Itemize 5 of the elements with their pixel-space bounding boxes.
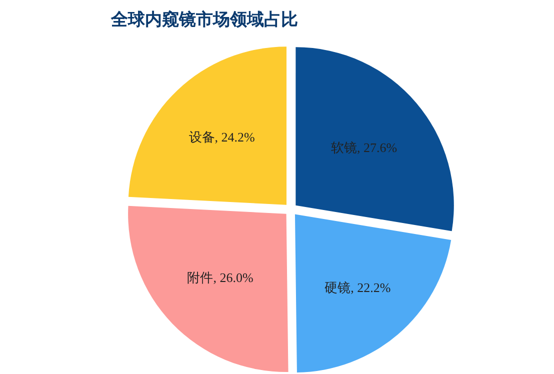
slice-label: 设备, 24.2% — [188, 129, 256, 144]
slice-label: 硬镜, 22.2% — [324, 280, 391, 295]
chart-title: 全球内窥镜市场领域占比 — [110, 10, 298, 30]
slice-label: 附件, 26.0% — [187, 270, 254, 285]
slice-label: 软镜, 27.6% — [331, 140, 398, 155]
